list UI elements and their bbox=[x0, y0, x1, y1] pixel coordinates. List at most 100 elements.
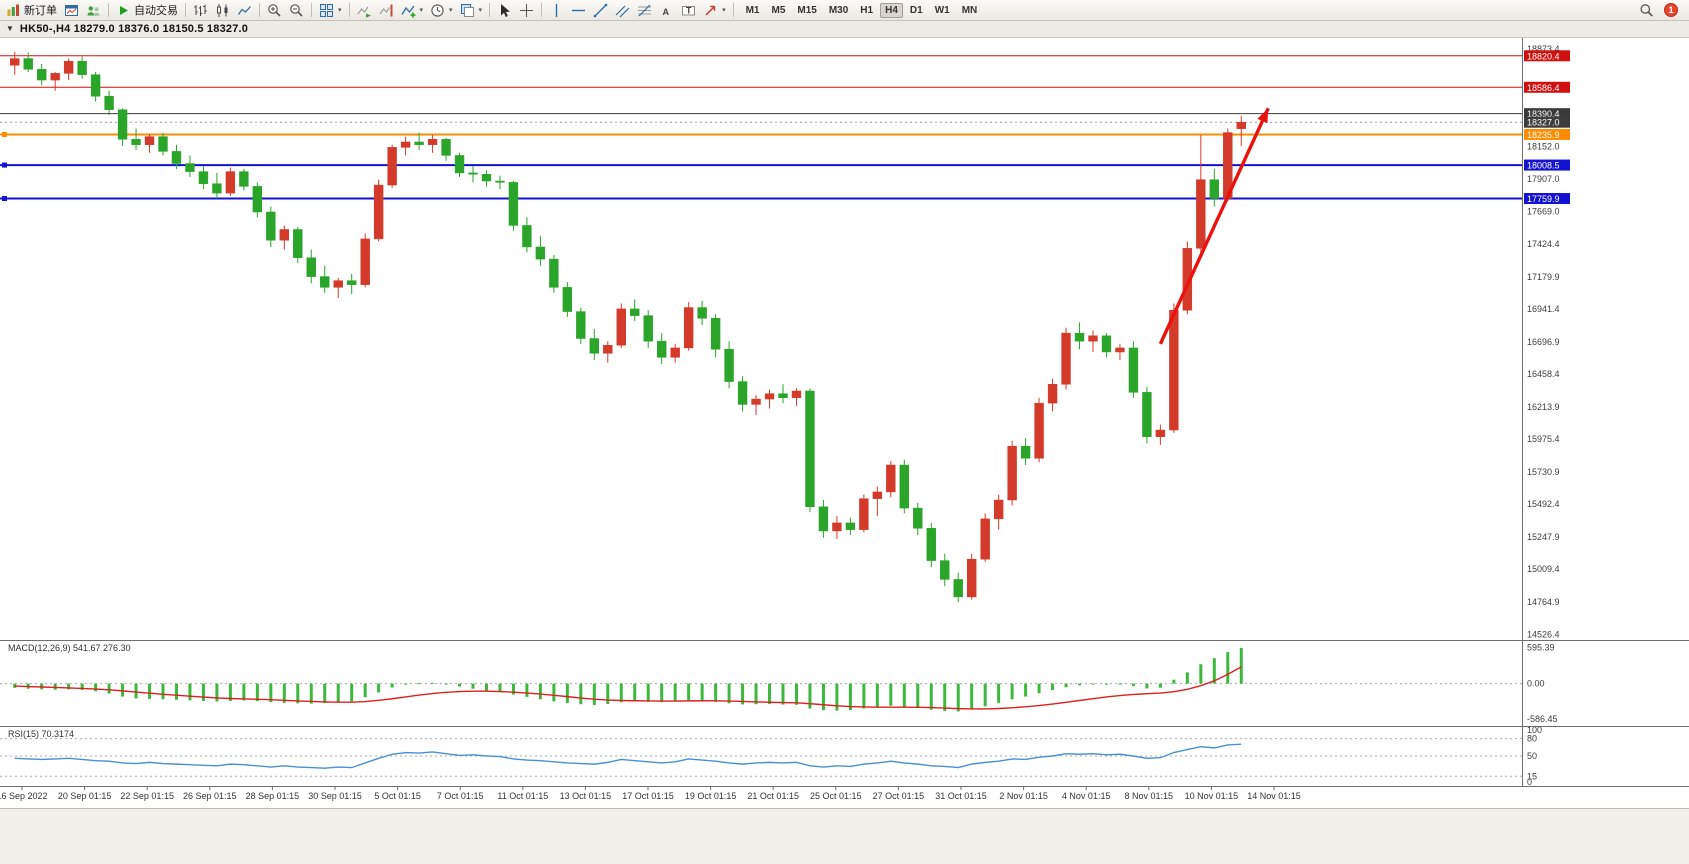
notification-badge[interactable]: 1 bbox=[1664, 3, 1678, 17]
price-label-18235.9: 18235.9 bbox=[1524, 128, 1570, 140]
time-axis[interactable] bbox=[0, 786, 1522, 806]
timeframe-m1-button[interactable]: M1 bbox=[745, 4, 760, 16]
timeframe-m15-button[interactable]: M15 bbox=[797, 4, 817, 16]
timeframe-mn-button[interactable]: MN bbox=[961, 4, 978, 16]
svg-text:26 Sep 01:15: 26 Sep 01:15 bbox=[183, 791, 237, 801]
svg-text:0.00: 0.00 bbox=[1527, 679, 1545, 689]
price-label-17907.0: 17907.0 bbox=[1527, 174, 1560, 184]
price-axis[interactable] bbox=[1522, 37, 1689, 786]
channel-icon bbox=[615, 5, 630, 17]
periods-button[interactable]: ▾ bbox=[427, 1, 456, 19]
svg-text:16696.9: 16696.9 bbox=[1527, 337, 1560, 347]
svg-text:16 Sep 2022: 16 Sep 2022 bbox=[0, 791, 48, 801]
channel-button[interactable] bbox=[612, 1, 633, 19]
toolbar-separator bbox=[108, 3, 109, 17]
svg-text:8 Nov 01:15: 8 Nov 01:15 bbox=[1125, 791, 1174, 801]
toolbar-separator bbox=[489, 3, 491, 17]
svg-text:13 Oct 01:15: 13 Oct 01:15 bbox=[560, 791, 612, 801]
fibonacci-button[interactable] bbox=[634, 1, 655, 19]
timeframe-h1-button[interactable]: H1 bbox=[860, 4, 874, 16]
svg-text:16458.4: 16458.4 bbox=[1527, 369, 1560, 379]
zoom-out-button[interactable] bbox=[286, 1, 307, 19]
chevron-down-icon: ▾ bbox=[449, 7, 453, 14]
play-icon bbox=[120, 5, 128, 15]
cursor-icon bbox=[501, 3, 511, 17]
price-label-16213.9: 16213.9 bbox=[1527, 402, 1560, 412]
toolbar-right-group: 1 bbox=[1636, 1, 1686, 19]
auto-trading-button[interactable]: 自动交易 bbox=[113, 1, 181, 19]
market-watch-button[interactable] bbox=[83, 1, 104, 19]
indicators-button[interactable]: ▾ bbox=[398, 1, 427, 19]
svg-text:T: T bbox=[686, 5, 692, 15]
line-chart-button[interactable] bbox=[234, 1, 255, 19]
timeframe-w1-button[interactable]: W1 bbox=[934, 4, 950, 16]
label-button[interactable]: T bbox=[678, 1, 699, 19]
timeframe-m30-button[interactable]: M30 bbox=[828, 4, 849, 16]
templates-button[interactable]: ▾ bbox=[457, 1, 486, 19]
price-label-17424.4: 17424.4 bbox=[1527, 239, 1560, 249]
new-order-icon bbox=[7, 4, 19, 16]
text-icon: A bbox=[663, 7, 670, 17]
chart-title: HK50-,H4 18279.0 18376.0 18150.5 18327.0 bbox=[19, 23, 249, 35]
price-label-17669.0: 17669.0 bbox=[1527, 206, 1560, 216]
window-background bbox=[0, 808, 1689, 864]
trend-arrow[interactable] bbox=[1158, 107, 1270, 345]
line-icon bbox=[237, 5, 251, 15]
collapse-icon[interactable]: ▼ bbox=[6, 24, 14, 33]
autoscroll-icon bbox=[357, 6, 371, 18]
horizontal-line-18235.9[interactable] bbox=[0, 131, 1522, 137]
charts-window-button[interactable] bbox=[61, 1, 82, 19]
chart-plot-area[interactable] bbox=[0, 37, 1522, 640]
tile-windows-button[interactable]: ▾ bbox=[316, 1, 345, 19]
candlestick-chart-button[interactable] bbox=[212, 1, 233, 19]
svg-text:18327.0: 18327.0 bbox=[1527, 118, 1560, 128]
svg-text:17 Oct 01:15: 17 Oct 01:15 bbox=[622, 791, 674, 801]
svg-text:10 Nov 01:15: 10 Nov 01:15 bbox=[1185, 791, 1239, 801]
bar-chart-button[interactable] bbox=[190, 1, 211, 19]
timeframe-d1-button[interactable]: D1 bbox=[909, 4, 923, 16]
tile-icon bbox=[320, 3, 333, 17]
svg-text:16213.9: 16213.9 bbox=[1527, 402, 1560, 412]
price-label-18008.5: 18008.5 bbox=[1524, 159, 1570, 171]
vertical-line-button[interactable] bbox=[546, 1, 567, 19]
chevron-down-icon: ▾ bbox=[722, 7, 726, 14]
svg-text:100: 100 bbox=[1527, 725, 1542, 735]
trendline-icon bbox=[593, 3, 608, 17]
svg-text:19 Oct 01:15: 19 Oct 01:15 bbox=[685, 791, 737, 801]
chart-shift-button[interactable] bbox=[376, 1, 397, 19]
timeframe-m5-button[interactable]: M5 bbox=[771, 4, 786, 16]
svg-text:7 Oct 01:15: 7 Oct 01:15 bbox=[437, 791, 484, 801]
horizontal-line-18008.5[interactable] bbox=[0, 162, 1522, 168]
trendline-button[interactable] bbox=[590, 1, 611, 19]
search-icon[interactable] bbox=[1636, 1, 1657, 19]
text-button[interactable]: A bbox=[656, 1, 677, 19]
price-label-15009.4: 15009.4 bbox=[1527, 564, 1560, 574]
svg-text:27 Oct 01:15: 27 Oct 01:15 bbox=[873, 791, 925, 801]
zoom-in-button[interactable] bbox=[264, 1, 285, 19]
new-order-button-label: 新订单 bbox=[24, 5, 57, 17]
svg-text:17669.0: 17669.0 bbox=[1527, 206, 1560, 216]
cursor-button[interactable] bbox=[494, 1, 515, 19]
svg-text:5 Oct 01:15: 5 Oct 01:15 bbox=[374, 791, 421, 801]
crosshair-button[interactable] bbox=[516, 1, 537, 19]
svg-text:15: 15 bbox=[1527, 771, 1537, 781]
toolbar-separator bbox=[541, 3, 543, 17]
chevron-down-icon: ▾ bbox=[419, 7, 424, 14]
search-icon bbox=[1640, 3, 1653, 17]
charts-icon bbox=[65, 4, 78, 16]
svg-text:15730.9: 15730.9 bbox=[1527, 467, 1560, 477]
zoom-out-icon bbox=[290, 3, 303, 17]
horizontal-line-button[interactable] bbox=[568, 1, 589, 19]
arrows-button[interactable]: ▾ bbox=[700, 1, 729, 19]
toolbar-separator bbox=[259, 3, 260, 17]
auto-scroll-button[interactable] bbox=[354, 1, 375, 19]
svg-text:4 Nov 01:15: 4 Nov 01:15 bbox=[1062, 791, 1111, 801]
toolbar-separator bbox=[311, 3, 312, 17]
timeframe-h4-button[interactable]: H4 bbox=[880, 2, 903, 18]
svg-text:595.39: 595.39 bbox=[1527, 643, 1555, 653]
chevron-down-icon: ▾ bbox=[338, 7, 342, 14]
new-order-button[interactable]: 新订单 bbox=[3, 1, 60, 19]
svg-text:22 Sep 01:15: 22 Sep 01:15 bbox=[120, 791, 174, 801]
svg-text:18873.4: 18873.4 bbox=[1527, 44, 1560, 54]
